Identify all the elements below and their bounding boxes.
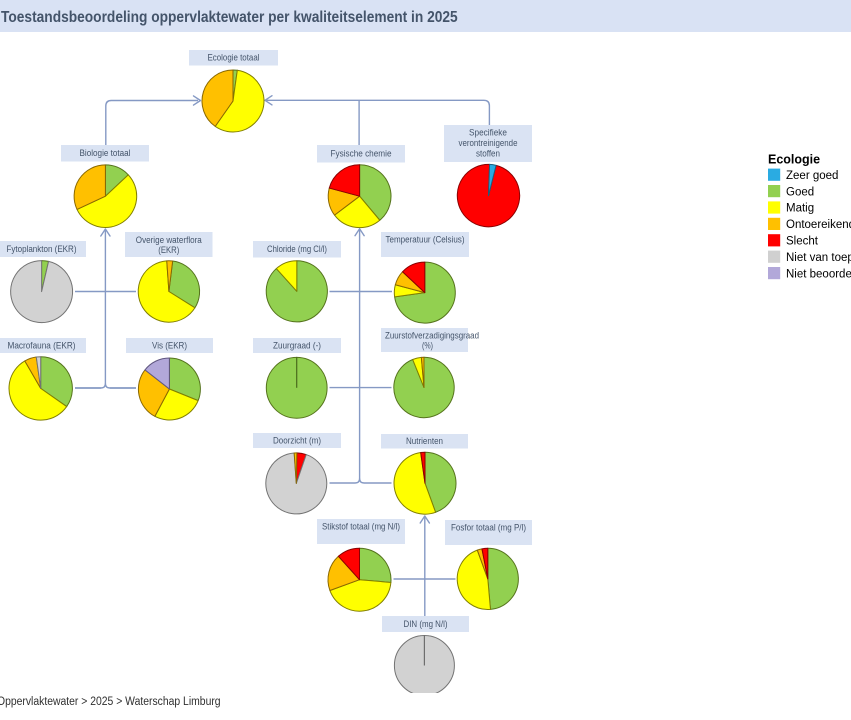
svg-text:Stikstof totaal (mg N/l): Stikstof totaal (mg N/l) [322,522,400,532]
svg-text:stoffen: stoffen [476,149,500,159]
svg-text:Temperatuur (Celsius): Temperatuur (Celsius) [386,235,465,245]
svg-text:DIN (mg N/l): DIN (mg N/l) [404,619,448,629]
svg-text:Ecologie totaal: Ecologie totaal [208,53,260,63]
svg-text:(EKR): (EKR) [158,245,179,255]
svg-text:Overige waterflora: Overige waterflora [136,235,202,245]
svg-text:Matig: Matig [786,203,814,215]
svg-text:Biologie totaal: Biologie totaal [80,148,131,158]
svg-text:Fosfor totaal (mg P/l): Fosfor totaal (mg P/l) [451,523,526,533]
svg-text:Chloride (mg Cl/l): Chloride (mg Cl/l) [267,244,327,254]
svg-text:Nutrienten: Nutrienten [406,436,443,446]
svg-text:Zeer goed: Zeer goed [786,170,838,182]
svg-text:Doorzicht (m): Doorzicht (m) [273,436,321,446]
svg-text:Zuurstofverzadigingsgraad: Zuurstofverzadigingsgraad [385,331,479,341]
svg-text:Zuurgraad (-): Zuurgraad (-) [273,341,321,351]
svg-text:Ecologie: Ecologie [768,153,820,167]
svg-text:Slecht: Slecht [786,236,819,248]
svg-text:Vis (EKR): Vis (EKR) [152,341,187,351]
svg-text:verontreinigende: verontreinigende [459,138,518,148]
svg-text:Macrofauna (EKR): Macrofauna (EKR) [8,341,76,351]
svg-text:Niet van toepassing: Niet van toepassing [786,252,851,264]
svg-text:Niet beoordeeld: Niet beoordeeld [786,268,851,280]
svg-text:Ontoereikend: Ontoereikend [786,219,851,231]
svg-text:(%): (%) [422,341,433,351]
svg-text:Goed: Goed [786,186,814,198]
svg-text:Fysische chemie: Fysische chemie [331,149,392,159]
svg-text:Fytoplankton (EKR): Fytoplankton (EKR) [7,244,77,254]
svg-text:Specifieke: Specifieke [469,128,507,138]
